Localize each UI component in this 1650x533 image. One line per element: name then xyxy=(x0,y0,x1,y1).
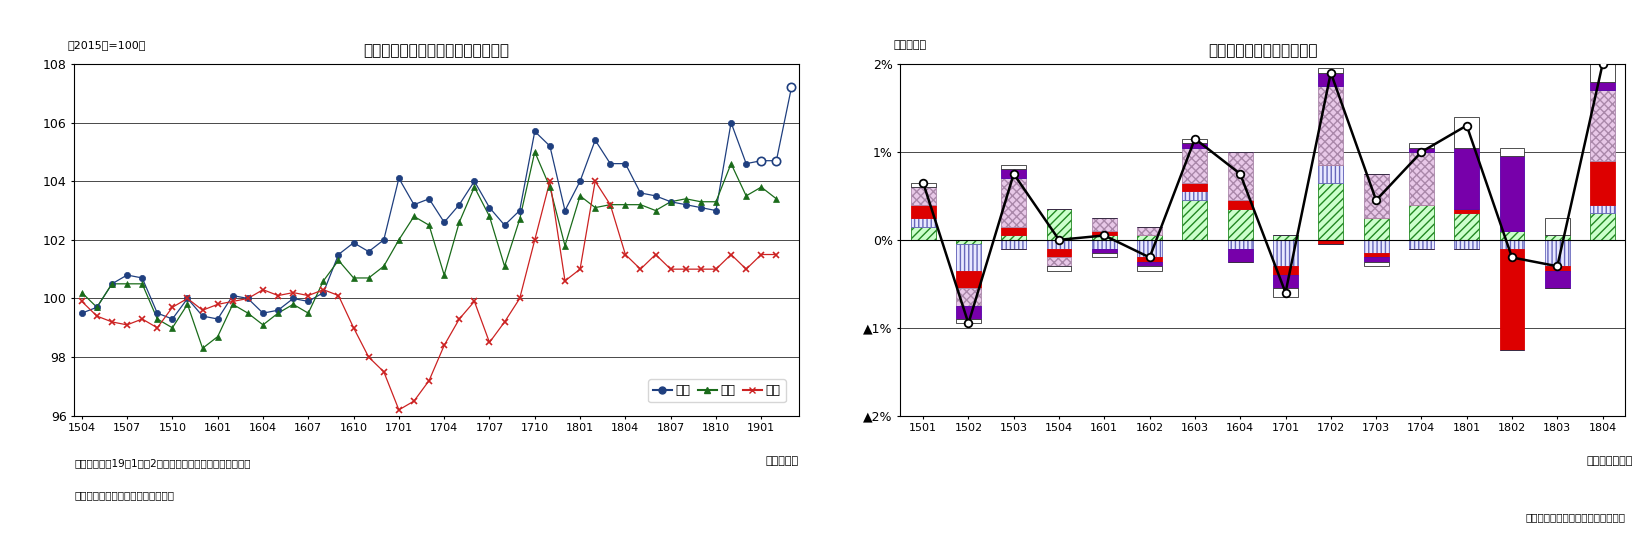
Bar xyxy=(1544,271,1569,288)
Bar xyxy=(955,306,980,319)
Bar xyxy=(1002,169,1026,178)
Bar xyxy=(1274,236,1299,240)
Title: 鉱工業生産・出荷・在庫指数の推移: 鉱工業生産・出荷・在庫指数の推移 xyxy=(363,44,510,59)
Bar xyxy=(1454,213,1478,240)
Bar xyxy=(911,218,936,227)
Bar xyxy=(1046,209,1071,240)
Bar xyxy=(955,288,980,306)
Bar xyxy=(1274,275,1299,288)
Bar xyxy=(1183,139,1208,143)
Bar xyxy=(1318,183,1343,240)
Bar xyxy=(955,244,980,271)
Bar xyxy=(1363,240,1389,253)
Text: （前期比）: （前期比） xyxy=(893,40,926,50)
Bar xyxy=(1228,200,1252,209)
Bar xyxy=(1046,249,1071,257)
Bar xyxy=(1228,152,1252,200)
Bar xyxy=(1002,178,1026,227)
Bar xyxy=(1544,240,1569,266)
Bar xyxy=(1137,236,1162,240)
Bar xyxy=(1092,236,1117,240)
Bar xyxy=(1500,231,1525,240)
Bar xyxy=(1409,152,1434,205)
Text: （2015年=100）: （2015年=100） xyxy=(68,40,145,50)
Bar xyxy=(1409,148,1434,152)
Bar xyxy=(1318,86,1343,165)
Bar xyxy=(1591,64,1615,82)
Bar xyxy=(911,183,936,187)
Bar xyxy=(1318,68,1343,73)
Bar xyxy=(1137,227,1162,236)
Bar xyxy=(1454,148,1478,209)
Text: （年・月）: （年・月） xyxy=(766,456,799,466)
Bar xyxy=(1591,213,1615,240)
Bar xyxy=(1544,236,1569,240)
Bar xyxy=(1183,143,1208,148)
Bar xyxy=(1363,174,1389,218)
Bar xyxy=(1274,288,1299,297)
Bar xyxy=(1228,209,1252,240)
Title: 鉱工業生産の業種別寄与度: 鉱工業生産の業種別寄与度 xyxy=(1208,44,1318,59)
Bar xyxy=(1228,249,1252,262)
Bar xyxy=(955,240,980,244)
Bar xyxy=(911,205,936,218)
Bar xyxy=(1002,165,1026,169)
Bar xyxy=(1363,218,1389,240)
Bar xyxy=(1183,183,1208,191)
Bar xyxy=(1002,227,1026,236)
Bar xyxy=(1046,257,1071,266)
Bar xyxy=(1318,240,1343,244)
Bar xyxy=(1591,205,1615,213)
Bar xyxy=(1409,143,1434,148)
Bar xyxy=(1409,240,1434,249)
Bar xyxy=(1544,218,1569,236)
Bar xyxy=(1183,200,1208,240)
Bar xyxy=(1500,249,1525,350)
Bar xyxy=(1318,73,1343,86)
Bar xyxy=(1363,262,1389,266)
Bar xyxy=(1137,257,1162,262)
Bar xyxy=(1092,231,1117,236)
Bar xyxy=(1409,205,1434,240)
Bar xyxy=(955,319,980,324)
Bar xyxy=(1002,236,1026,240)
Bar xyxy=(1092,249,1117,253)
Bar xyxy=(1591,90,1615,161)
Legend: 生産, 出荷, 在庫: 生産, 出荷, 在庫 xyxy=(648,379,785,402)
Bar xyxy=(1454,117,1478,148)
Bar xyxy=(1046,266,1071,271)
Text: （年・四半期）: （年・四半期） xyxy=(1586,456,1632,466)
Bar xyxy=(1318,165,1343,183)
Bar xyxy=(1500,156,1525,231)
Bar xyxy=(1363,257,1389,262)
Bar xyxy=(955,271,980,288)
Bar xyxy=(1500,148,1525,156)
Text: （資料）経済産業省「鉱工業指数」: （資料）経済産業省「鉱工業指数」 xyxy=(1525,512,1625,522)
Bar xyxy=(1591,82,1615,90)
Bar xyxy=(1363,253,1389,257)
Bar xyxy=(1591,161,1615,205)
Text: （注）生産の19年1月、2月は製造工業生産予測指数で延長: （注）生産の19年1月、2月は製造工業生産予測指数で延長 xyxy=(74,458,251,469)
Text: （資料）経済産業省「鉱工業指数」: （資料）経済産業省「鉱工業指数」 xyxy=(74,490,175,500)
Bar xyxy=(1454,209,1478,213)
Bar xyxy=(1092,240,1117,249)
Bar xyxy=(1137,266,1162,271)
Bar xyxy=(1002,240,1026,249)
Bar xyxy=(1500,240,1525,249)
Bar xyxy=(1274,266,1299,275)
Bar xyxy=(1092,253,1117,257)
Bar xyxy=(911,187,936,205)
Bar xyxy=(1137,262,1162,266)
Bar xyxy=(1046,240,1071,249)
Bar xyxy=(1228,240,1252,249)
Bar xyxy=(1183,191,1208,200)
Bar xyxy=(1183,148,1208,183)
Bar xyxy=(1274,240,1299,266)
Bar xyxy=(1137,240,1162,257)
Bar xyxy=(1092,218,1117,231)
Bar xyxy=(1544,266,1569,271)
Bar xyxy=(1454,240,1478,249)
Bar xyxy=(911,227,936,240)
